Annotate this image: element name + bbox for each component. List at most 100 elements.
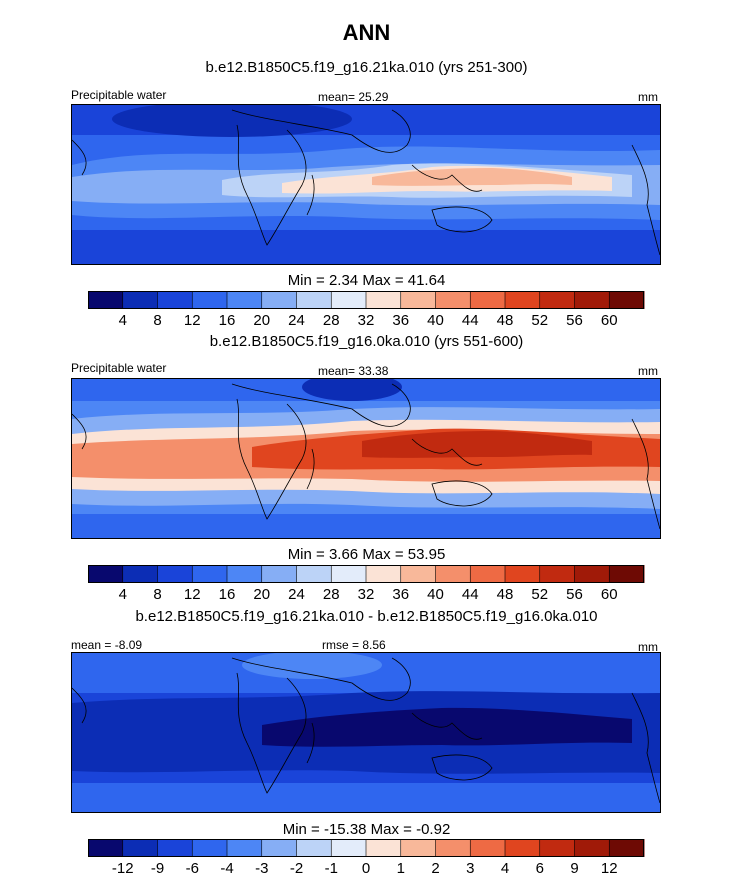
figure-title: ANN [342,20,391,45]
panel-1-contour-plot [72,105,660,264]
colorbar-tick-label: 52 [531,586,548,603]
panel-2-title: b.e12.B1850C5.f19_g16.0ka.010 (yrs 551-6… [209,333,524,350]
panel-2-colorbar: 4 8 12 16 20 24 28 32 36 40 44 48 52 56 60 [88,565,645,603]
colorbar-tick-label: 4 [119,312,127,329]
colorbar-tick-label: 44 [462,312,479,329]
colorbar-tick-label: 56 [566,586,583,603]
colorbar-tick-label: 24 [288,586,305,603]
colorbar-swatch [400,291,436,309]
colorbar-swatch [539,839,575,857]
panel-2-map [71,378,661,539]
colorbar-tick-label: 2 [431,860,439,877]
panel-2-fill-tibet-low [302,379,402,401]
colorbar-tick-label: 12 [184,312,201,329]
colorbar-tick-label: 48 [497,586,514,603]
colorbar-tick-label: 48 [497,312,514,329]
colorbar-tick-label: 20 [253,586,270,603]
colorbar-swatch [261,565,297,583]
panel-1-coastlines [72,109,660,256]
colorbar-swatch [88,291,124,309]
panel-2-colorbar-graphic: 4 8 12 16 20 24 28 32 36 40 44 48 52 56 60 [88,565,645,603]
panel-3-fill-south [72,783,660,812]
panel-1-min-max: Min = 2.34 Max = 41.64 [287,272,446,289]
colorbar-swatch [539,291,575,309]
colorbar-tick-label: -9 [151,860,164,877]
colorbar-tick-label: 28 [323,312,340,329]
colorbar-swatch [366,839,402,857]
panel-3-title: b.e12.B1850C5.f19_g16.21ka.010 - b.e12.B… [135,608,598,625]
colorbar-swatch [227,291,263,309]
colorbar-swatch [227,839,263,857]
panel-1-units-label: mm [638,90,658,104]
colorbar-tick-label: 32 [358,586,375,603]
colorbar-swatch [261,291,297,309]
panel-2-contour-plot [72,379,660,538]
colorbar-swatch [157,839,193,857]
colorbar-tick-label: 4 [501,860,509,877]
colorbar-swatch [366,291,402,309]
colorbar-tick-label: 12 [184,586,201,603]
panel-3-colorbar-graphic: -12 -9 -6 -4 -3 -2 -1 0 1 2 3 4 6 9 12 [88,839,645,877]
colorbar-tick-label: 44 [462,586,479,603]
colorbar-swatch [331,565,367,583]
panel-1-fill-south [72,230,660,264]
colorbar-tick-label: 8 [153,586,161,603]
panel-3-units-label: mm [638,640,658,654]
colorbar-tick-label: -2 [290,860,303,877]
colorbar-tick-label: 36 [392,586,409,603]
colorbar-swatch [122,565,158,583]
panel-3-fill-strongest [262,707,632,747]
colorbar-tick-label: 40 [427,312,444,329]
colorbar-swatch [157,291,193,309]
colorbar-swatch [505,565,541,583]
colorbar-tick-label: -1 [325,860,338,877]
colorbar-swatch [400,839,436,857]
colorbar-tick-label: 60 [601,312,618,329]
colorbar-tick-label: 4 [119,586,127,603]
colorbar-swatch [296,565,332,583]
colorbar-swatch [192,565,228,583]
colorbar-tick-label: 6 [536,860,544,877]
colorbar-tick-label: 20 [253,312,270,329]
colorbar-tick-label: 28 [323,586,340,603]
colorbar-tick-label: -3 [255,860,268,877]
colorbar-tick-label: 24 [288,312,305,329]
panel-1-colorbar: 4 8 12 16 20 24 28 32 36 40 44 48 52 56 60 [88,291,645,329]
panel-1-mean-label: mean= 25.29 [318,90,389,104]
colorbar-tick-label: 60 [601,586,618,603]
colorbar-border [88,565,644,583]
colorbar-tick-label: 36 [392,312,409,329]
colorbar-tick-label: 40 [427,586,444,603]
colorbar-swatch [192,291,228,309]
colorbar-swatch [400,565,436,583]
colorbar-border [88,291,644,309]
panel-1-title: b.e12.B1850C5.f19_g16.21ka.010 (yrs 251-… [205,59,528,76]
colorbar-swatch [435,565,471,583]
panel-1-colorbar-graphic: 4 8 12 16 20 24 28 32 36 40 44 48 52 56 60 [88,291,645,329]
colorbar-swatch [331,839,367,857]
panel-3-coastlines [72,657,660,804]
colorbar-tick-label: 12 [601,860,618,877]
colorbar-tick-label: 0 [362,860,370,877]
colorbar-swatch [609,565,645,583]
colorbar-tick-label: 8 [153,312,161,329]
colorbar-tick-label: 16 [219,586,236,603]
colorbar-swatch [574,291,610,309]
colorbar-swatch [574,565,610,583]
colorbar-swatch [192,839,228,857]
colorbar-swatch [470,565,506,583]
panel-2-mean-label: mean= 33.38 [318,364,389,378]
colorbar-swatch [470,291,506,309]
panel-3-map [71,652,661,813]
colorbar-swatch [470,839,506,857]
colorbar-swatch [227,565,263,583]
colorbar-swatch [609,839,645,857]
colorbar-swatch [88,565,124,583]
colorbar-swatch [366,565,402,583]
colorbar-swatch [435,839,471,857]
panel-1-variable-label: Precipitable water [71,88,167,102]
panel-3-contour-plot [72,653,660,812]
colorbar-tick-label: 56 [566,312,583,329]
colorbar-swatch [574,839,610,857]
colorbar-tick-label: -12 [112,860,134,877]
